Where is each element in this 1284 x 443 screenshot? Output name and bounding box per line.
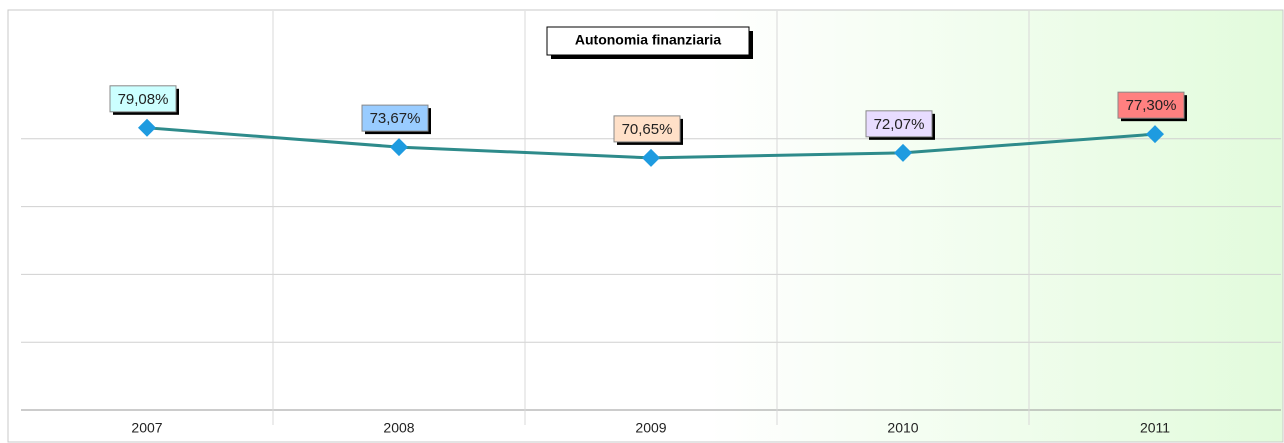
- data-point: [642, 148, 660, 167]
- data-point: [1146, 125, 1164, 144]
- x-tick-label: 2009: [635, 420, 666, 436]
- x-tick-label: 2007: [131, 420, 162, 436]
- label-box: [865, 110, 933, 138]
- label-box: [613, 115, 681, 143]
- title-box: [546, 26, 750, 56]
- data-label: 77,30%: [1126, 97, 1177, 114]
- label-box: [361, 104, 429, 132]
- plot: 79,08% 73,67% 70,65% 72,07% 77,30%: [109, 85, 1187, 167]
- chart-title: Autonomia finanziaria: [575, 32, 721, 48]
- chart-background: [7, 9, 1284, 443]
- x-tick-label: 2008: [383, 420, 414, 436]
- label-box: [1117, 91, 1185, 119]
- data-point: [894, 143, 912, 162]
- data-label: 73,67%: [370, 110, 421, 127]
- data-point: [138, 118, 156, 137]
- data-label: 79,08%: [118, 91, 169, 108]
- data-point: [390, 138, 408, 157]
- data-label: 70,65%: [622, 121, 673, 138]
- label-box: [109, 85, 177, 113]
- data-label: 72,07%: [874, 116, 925, 133]
- x-tick-label: 2011: [1140, 420, 1170, 436]
- x-tick-label: 2010: [887, 420, 918, 436]
